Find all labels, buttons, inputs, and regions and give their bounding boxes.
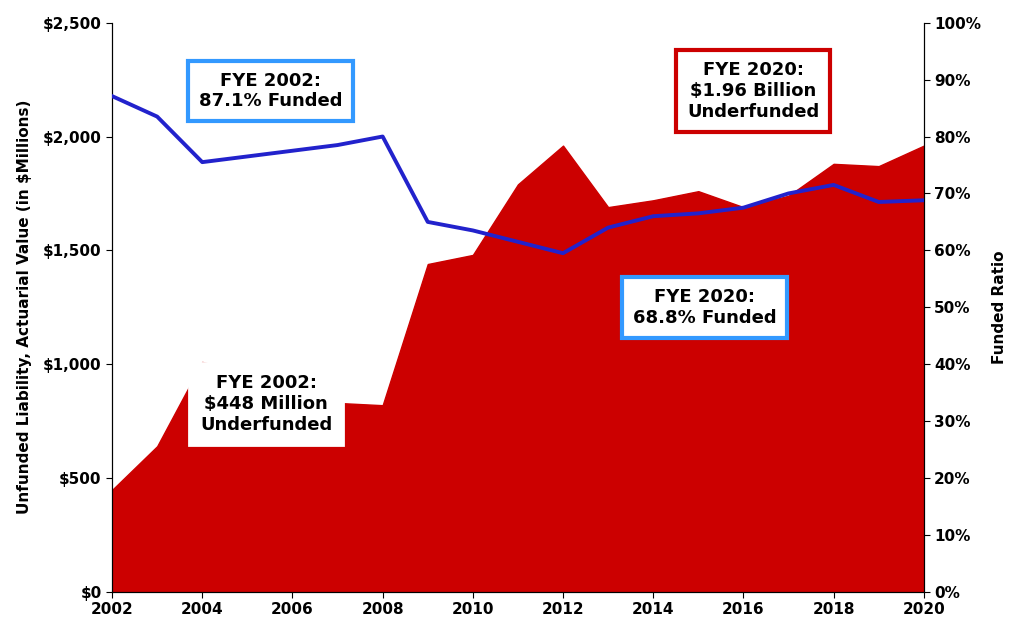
- Y-axis label: Unfunded Liability, Actuarial Value (in $Millions): Unfunded Liability, Actuarial Value (in …: [16, 100, 32, 514]
- Text: FYE 2020:
68.8% Funded: FYE 2020: 68.8% Funded: [633, 288, 776, 327]
- Y-axis label: Funded Ratio: Funded Ratio: [992, 250, 1008, 364]
- Text: FYE 2002:
$448 Million
Underfunded: FYE 2002: $448 Million Underfunded: [200, 374, 333, 434]
- Text: FYE 2020:
$1.96 Billion
Underfunded: FYE 2020: $1.96 Billion Underfunded: [687, 61, 819, 120]
- Text: FYE 2002:
87.1% Funded: FYE 2002: 87.1% Funded: [199, 72, 342, 110]
